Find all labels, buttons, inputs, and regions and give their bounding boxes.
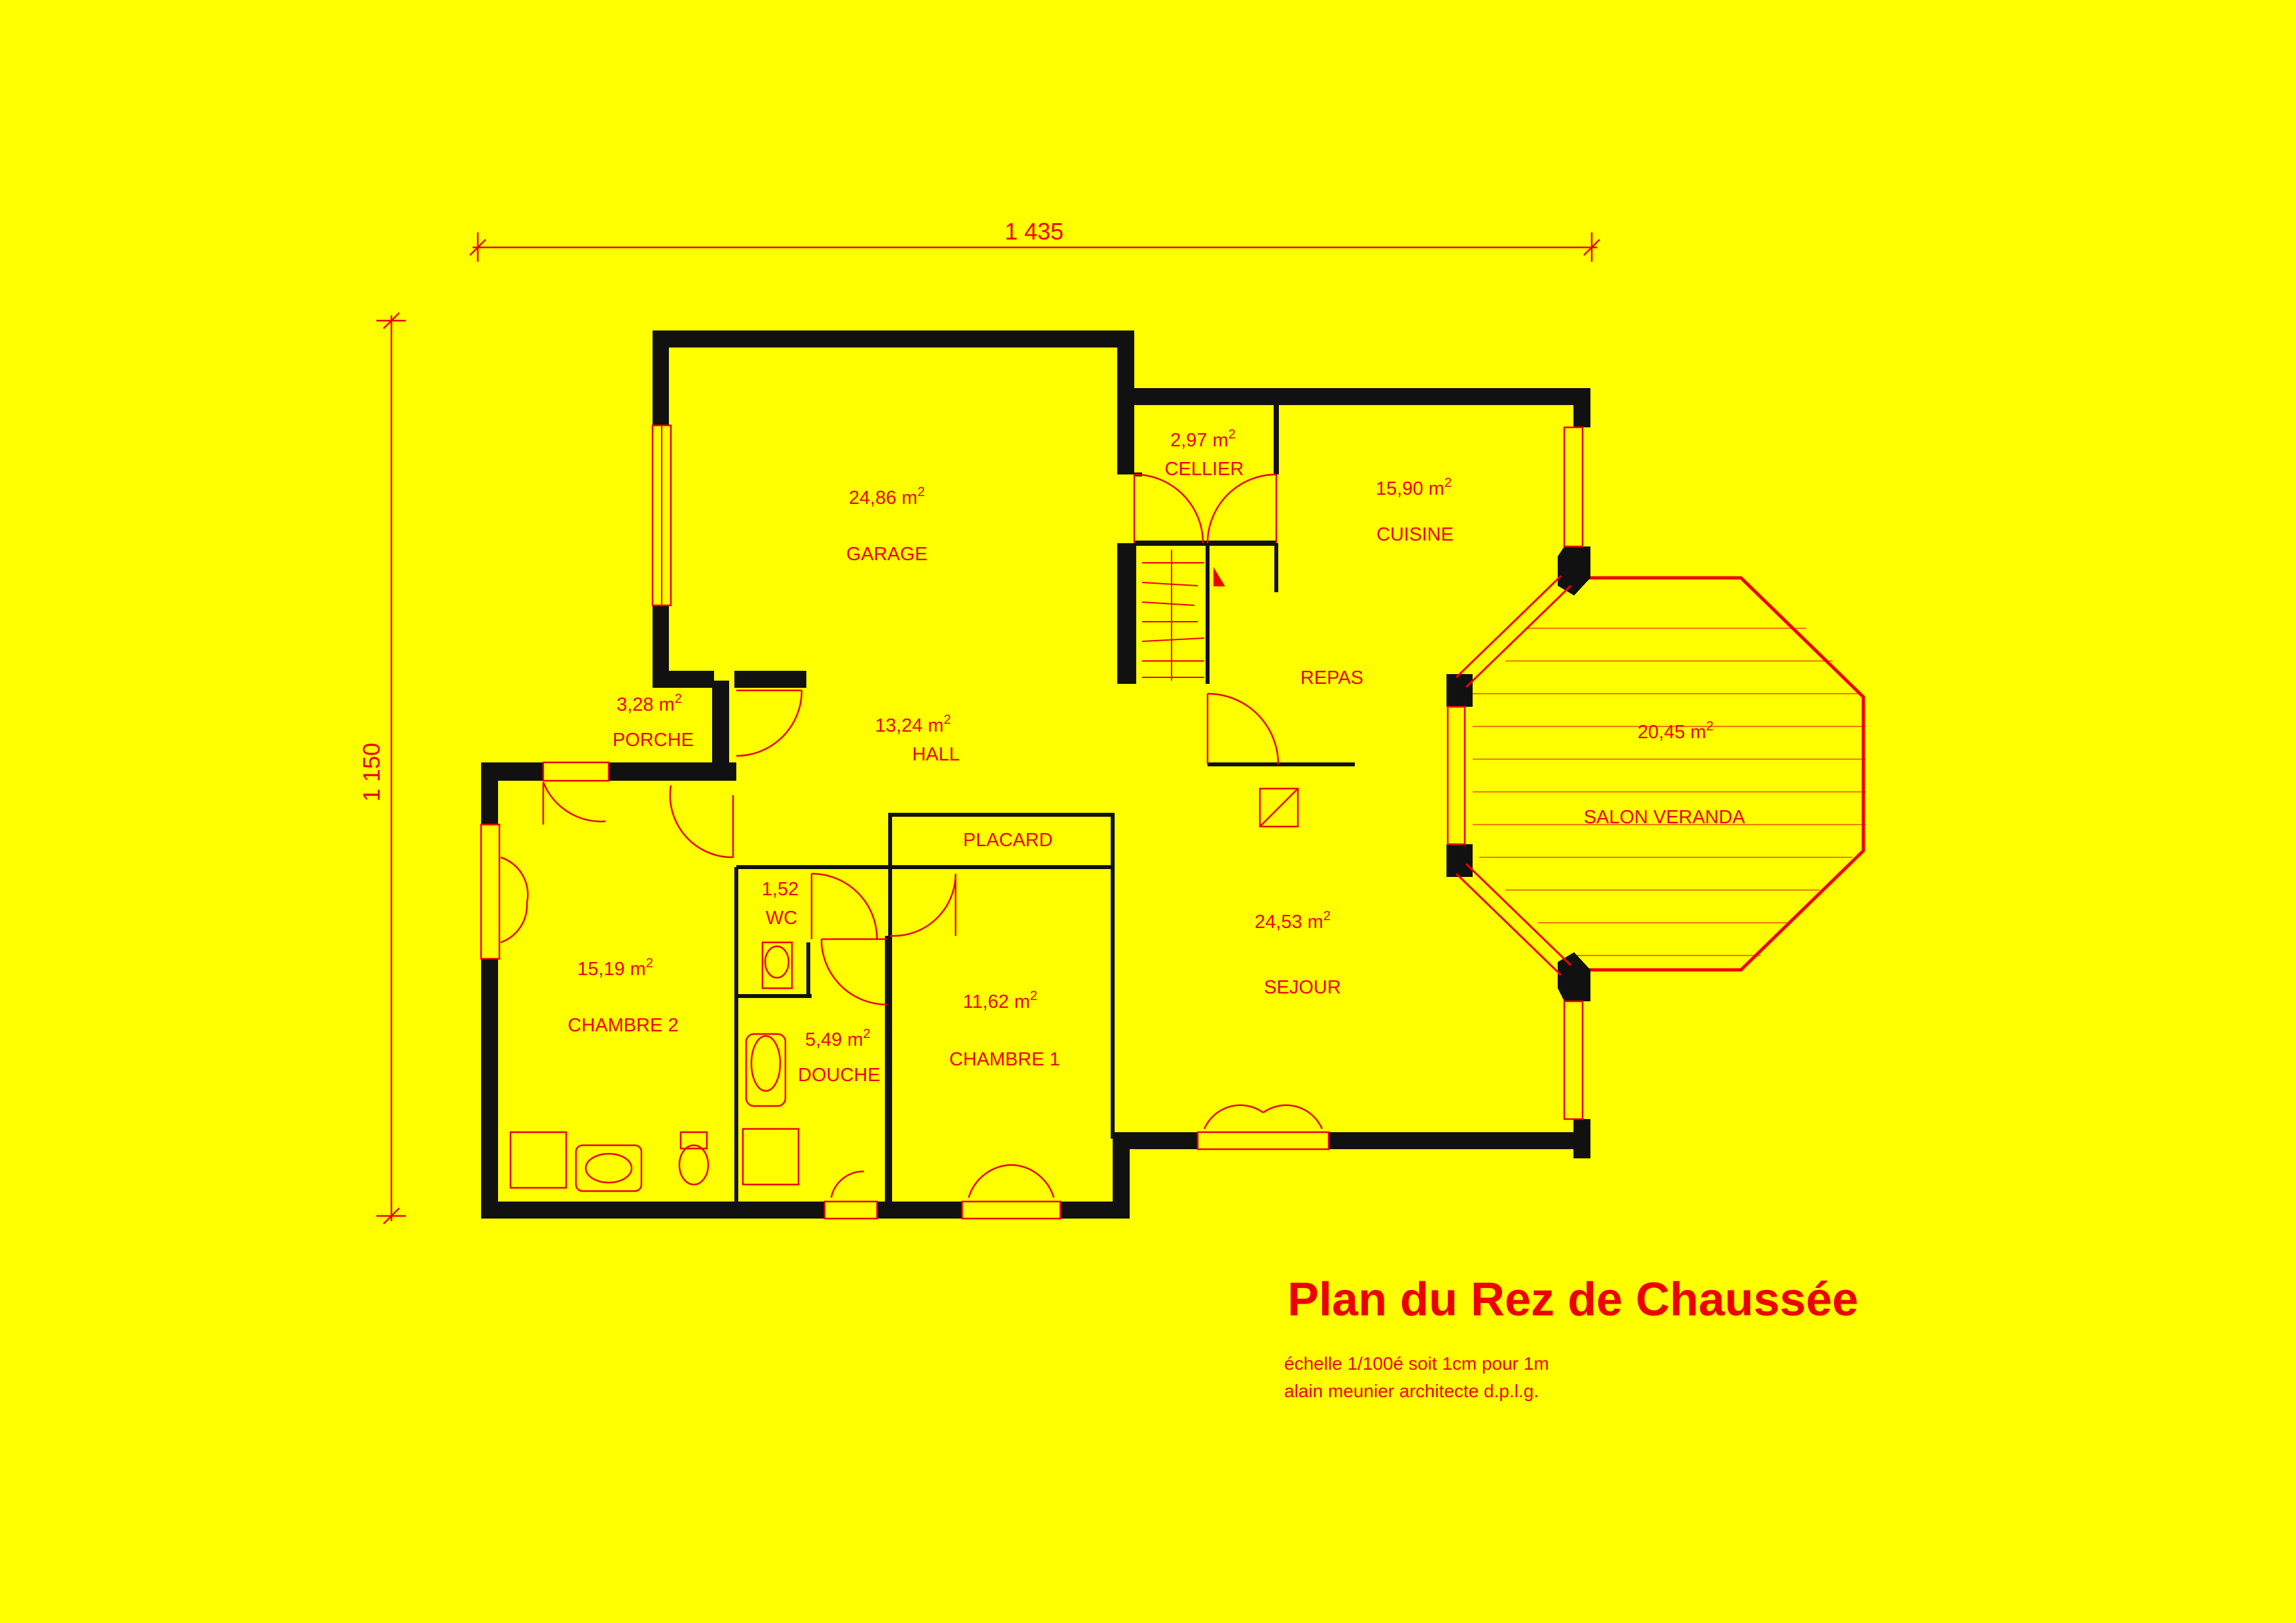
room-cellier: 2,97 m2 CELLIER [1165,427,1244,480]
svg-text:15,90 m2: 15,90 m2 [1376,476,1452,499]
superscript: 2 [1229,427,1236,442]
veranda-deck [1473,576,1865,972]
height-dimension: 1 150 [358,743,385,802]
repas-label: REPAS [1300,668,1363,688]
room-hall: 13,24 m2 HALL [875,713,960,765]
room-sejour: 24,53 m2 SEJOUR [1255,909,1341,998]
porche-area: 3,28 m [617,694,675,715]
cuisine-label: CUISINE [1376,524,1454,545]
douche-label: DOUCHE [798,1065,880,1086]
author-note: alain meunier architecte d.p.l.g. [1284,1381,1539,1401]
hall-label: HALL [912,744,960,765]
superscript: 2 [675,692,682,706]
partitions [480,405,1584,1220]
cellier-area: 2,97 m [1170,430,1229,451]
room-douche: 5,49 m2 DOUCHE [798,1027,880,1086]
garage-area: 24,86 m [849,488,918,508]
svg-text:13,24 m2: 13,24 m2 [875,713,951,736]
chambre1-label: CHAMBRE 1 [949,1049,1060,1070]
sejour-area: 24,53 m [1255,912,1323,933]
svg-text:20,45 m2: 20,45 m2 [1638,719,1713,743]
svg-text:24,53 m2: 24,53 m2 [1255,909,1331,933]
svg-text:24,86 m2: 24,86 m2 [849,485,925,508]
chambre2-area: 15,19 m [577,959,646,980]
superscript: 2 [1323,909,1331,923]
room-repas: REPAS [1300,668,1363,688]
width-dimension: 1 435 [1005,218,1064,245]
room-placard: PLACARD [963,830,1053,851]
svg-text:15,19 m2: 15,19 m2 [577,956,653,980]
veranda-area: 20,45 m [1638,722,1706,743]
room-chambre-2: 15,19 m2 CHAMBRE 2 [567,956,678,1036]
chambre2-label: CHAMBRE 2 [567,1015,678,1036]
height-dimension-line [376,312,406,1224]
hall-area: 13,24 m [875,715,944,736]
room-cuisine: 15,90 m2 CUISINE [1376,476,1454,545]
scale-note: échelle 1/100é soit 1cm pour 1m [1284,1353,1549,1374]
porche-label: PORCHE [613,730,694,751]
wc-area: 1,52 [762,879,798,900]
room-porche: 3,28 m2 PORCHE [613,692,694,751]
door-swings [500,473,1323,1198]
sejour-label: SEJOUR [1264,977,1341,998]
room-wc: 1,52 WC [762,879,798,929]
superscript: 2 [1444,476,1452,490]
superscript: 2 [944,713,951,727]
garage-label: GARAGE [846,544,927,565]
veranda-label: SALON VERANDA [1584,807,1746,828]
placard-label: PLACARD [963,830,1053,851]
superscript: 2 [646,956,653,971]
svg-text:2,97 m2: 2,97 m2 [1170,427,1236,451]
room-veranda: 20,45 m2 SALON VERANDA [1584,719,1746,828]
wc-label: WC [766,908,797,929]
douche-area: 5,49 m [805,1029,863,1050]
room-chambre-1: 11,62 m2 CHAMBRE 1 [949,989,1060,1070]
walls [481,330,1590,1219]
width-dimension-line [469,232,1600,262]
svg-text:3,28 m2: 3,28 m2 [617,692,682,715]
chambre1-area: 11,62 m [963,991,1030,1012]
svg-text:5,49 m2: 5,49 m2 [805,1027,870,1050]
cellier-label: CELLIER [1165,459,1244,480]
plan-title: Plan du Rez de Chaussée [1287,1274,1858,1326]
superscript: 2 [1706,719,1713,734]
sanitary-fixtures [509,787,1299,1192]
svg-text:11,62 m2: 11,62 m2 [963,989,1037,1012]
cuisine-area: 15,90 m [1376,478,1444,499]
superscript: 2 [918,485,925,499]
room-garage: 24,86 m2 GARAGE [846,485,927,565]
superscript: 2 [863,1027,870,1041]
superscript: 2 [1030,989,1037,1003]
